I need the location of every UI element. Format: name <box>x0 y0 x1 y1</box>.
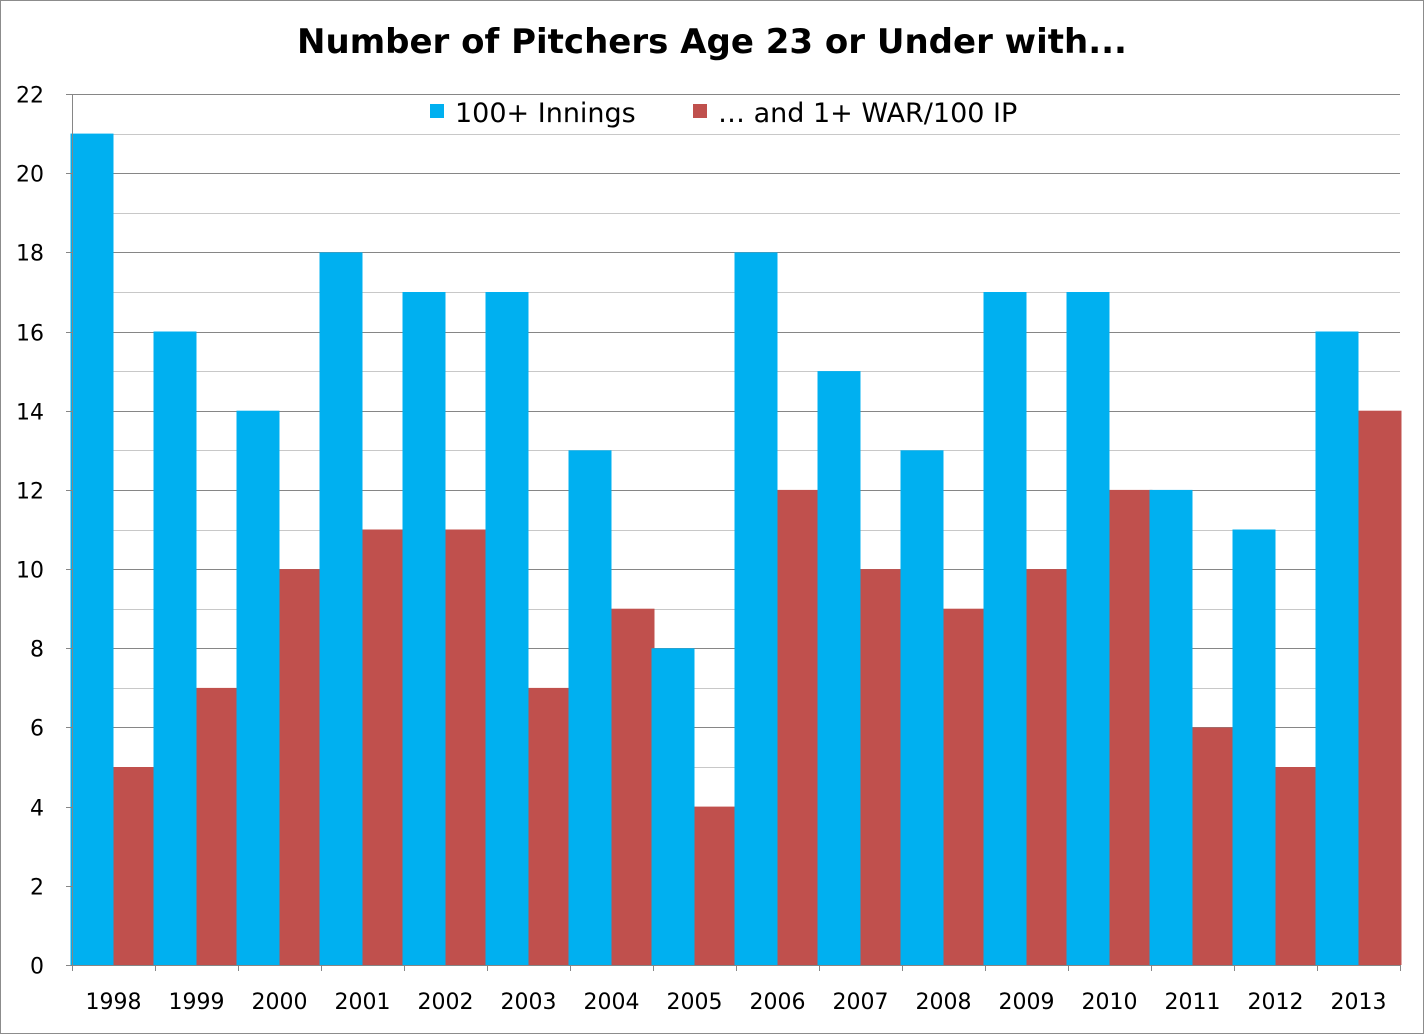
x-tick-label: 2013 <box>1331 990 1387 1015</box>
x-tick-label: 1999 <box>169 990 225 1015</box>
bars <box>70 133 1402 966</box>
legend: 100+ Innings … and 1+ WAR/100 IP <box>430 98 1017 129</box>
bar-war-2012 <box>1275 767 1319 965</box>
y-tick-label: 4 <box>30 797 44 822</box>
y-tick-label: 0 <box>30 955 44 980</box>
x-tick-label: 2002 <box>418 990 474 1015</box>
x-tick-label: 2009 <box>999 990 1055 1015</box>
y-tick-label: 2 <box>30 876 44 901</box>
y-tick-label: 12 <box>16 480 44 505</box>
bar-war-2009 <box>1026 569 1070 965</box>
axes: 0 2 4 6 8 10 12 14 16 18 20 22 1998 1999 2000 2001 2002 2… <box>16 84 1401 1015</box>
x-tick-label: 2001 <box>335 990 391 1015</box>
bar-innings-2002 <box>402 292 446 965</box>
legend-swatch-war <box>693 104 707 118</box>
x-tick-label: 2004 <box>584 990 640 1015</box>
x-tick-label: 2007 <box>833 990 889 1015</box>
x-tick-label: 2012 <box>1248 990 1304 1015</box>
y-tick-label: 8 <box>30 638 44 663</box>
chart-title: Number of Pitchers Age 23 or Under with.… <box>297 22 1127 62</box>
y-tick-label: 10 <box>16 559 44 584</box>
x-tick-label: 2011 <box>1165 990 1221 1015</box>
bar-war-2010 <box>1109 489 1153 965</box>
legend-swatch-innings <box>430 104 444 118</box>
bar-war-1998 <box>113 767 157 965</box>
y-tick-label: 20 <box>16 163 44 188</box>
bar-war-2008 <box>943 608 987 965</box>
bar-innings-2012 <box>1232 529 1276 965</box>
bar-innings-2010 <box>1066 292 1110 965</box>
x-tick-label: 2008 <box>916 990 972 1015</box>
bar-innings-2009 <box>983 292 1027 965</box>
bar-innings-2005 <box>651 648 695 965</box>
x-tick-label: 2006 <box>750 990 806 1015</box>
bar-war-2006 <box>777 489 821 965</box>
legend-label-war: … and 1+ WAR/100 IP <box>718 98 1017 129</box>
bar-war-2004 <box>611 608 655 965</box>
bar-war-2013 <box>1358 410 1402 965</box>
x-tick-label: 2000 <box>252 990 308 1015</box>
bar-war-2001 <box>362 529 406 965</box>
y-tick-label: 18 <box>16 242 44 267</box>
x-tick-label: 1998 <box>86 990 142 1015</box>
bar-innings-1998 <box>70 133 114 966</box>
y-tick-label: 22 <box>16 84 44 109</box>
x-tick-label: 2005 <box>667 990 723 1015</box>
bar-war-2011 <box>1192 727 1236 965</box>
bar-war-2002 <box>445 529 489 965</box>
x-tick-label: 2003 <box>501 990 557 1015</box>
bar-innings-2000 <box>236 410 280 965</box>
bar-innings-2003 <box>485 292 529 965</box>
bar-innings-2011 <box>1149 489 1193 965</box>
y-tick-label: 6 <box>30 717 44 742</box>
bar-innings-2001 <box>319 252 363 965</box>
y-tick-label: 16 <box>16 322 44 347</box>
bar-war-2007 <box>860 569 904 965</box>
bar-innings-1999 <box>153 331 197 965</box>
legend-label-innings: 100+ Innings <box>455 98 636 129</box>
bar-war-2003 <box>528 687 572 965</box>
bar-innings-2006 <box>734 252 778 965</box>
y-tick-label: 14 <box>16 401 44 426</box>
bar-innings-2008 <box>900 450 944 965</box>
bar-war-1999 <box>196 687 240 965</box>
bar-innings-2004 <box>568 450 612 965</box>
bar-innings-2007 <box>817 371 861 966</box>
bar-war-2005 <box>694 806 738 965</box>
bar-war-2000 <box>279 569 323 965</box>
bar-innings-2013 <box>1315 331 1359 965</box>
x-tick-label: 2010 <box>1082 990 1138 1015</box>
